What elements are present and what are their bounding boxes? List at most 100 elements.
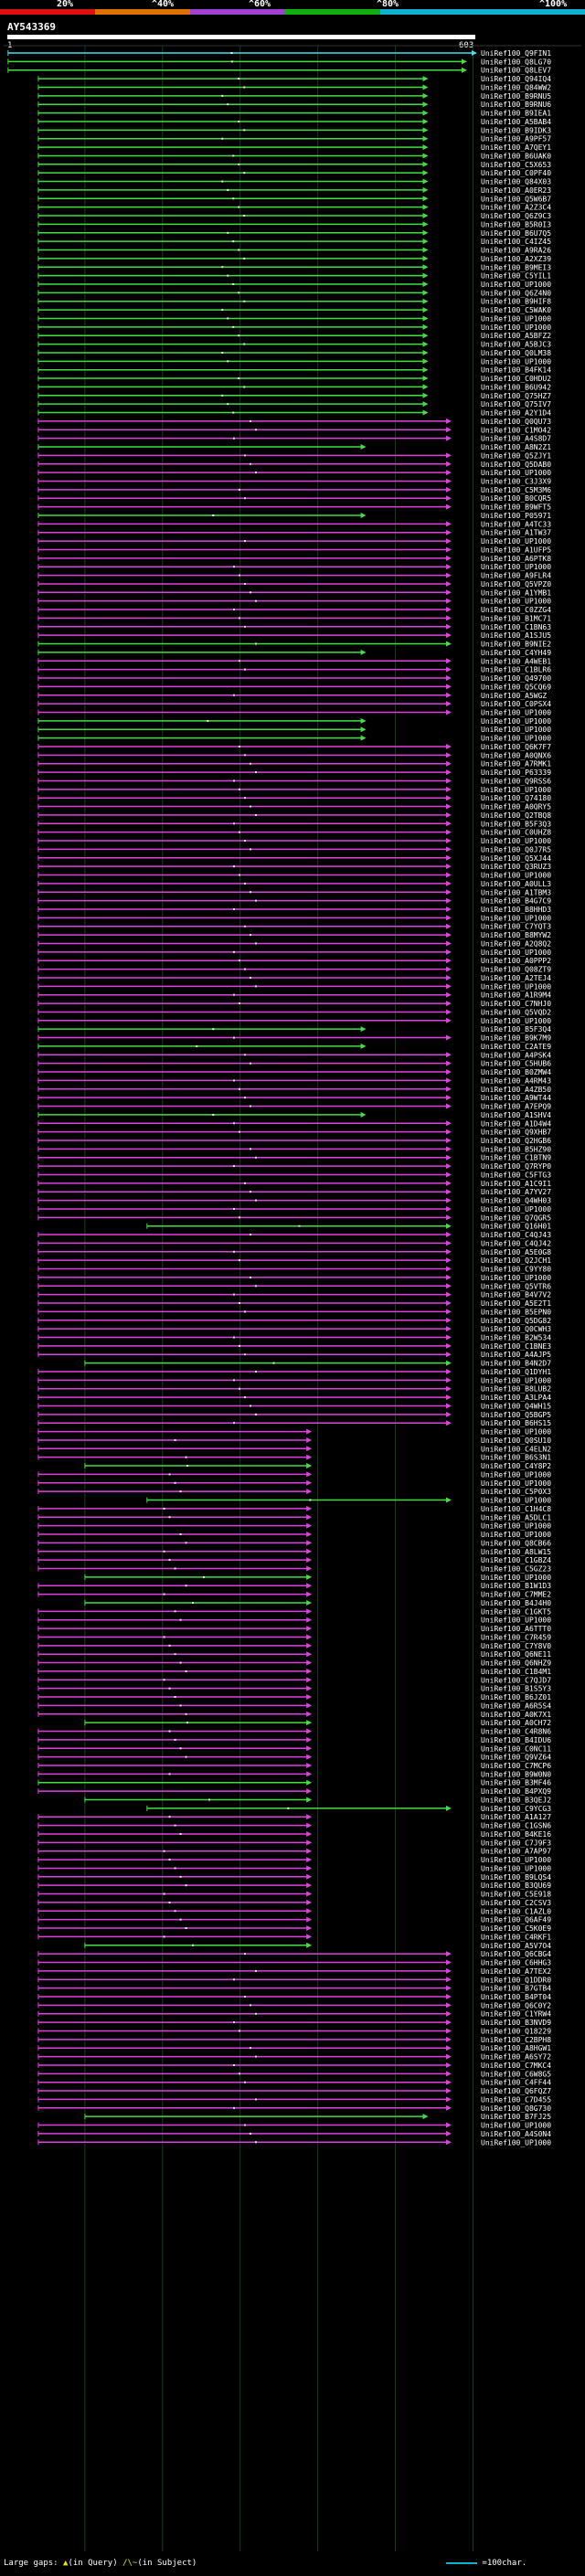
hit-arrowhead <box>445 1300 452 1307</box>
hit-label: UniRef100_B0ZMW4 <box>481 1068 551 1076</box>
hit-label: UniRef100_A8N2Z1 <box>481 443 551 451</box>
hit-arrowhead <box>472 50 477 56</box>
gap-marker <box>249 1105 251 1108</box>
hit-arrowhead <box>445 615 452 621</box>
gap-marker <box>179 1661 182 1664</box>
hit-arrowhead <box>445 2079 452 2085</box>
hit-arrowhead <box>445 701 452 707</box>
hit-arrowhead <box>445 675 452 682</box>
legend-query-gap-label: (in Query) <box>68 2559 118 2568</box>
hit-label: UniRef100_UP1000 <box>481 735 551 743</box>
hit-arrowhead <box>445 991 452 998</box>
hit-arrowhead <box>445 778 452 784</box>
hit-label: UniRef100_UP1000 <box>481 1522 551 1531</box>
hit-label: UniRef100_Q5BGP5 <box>481 1411 551 1419</box>
hit-arrowhead <box>445 854 452 861</box>
gap-marker <box>249 976 251 979</box>
hit-arrowhead <box>422 255 429 261</box>
gap-marker <box>254 599 257 602</box>
hit-arrowhead <box>445 607 452 613</box>
hit-label: UniRef100_C7J9F3 <box>481 1839 551 1847</box>
hit-label: UniRef100_B9NIE2 <box>481 641 551 649</box>
hit-label: UniRef100_Q5W6B7 <box>481 195 551 203</box>
hit-label: UniRef100_B7FJ25 <box>481 2113 551 2121</box>
gap-marker <box>254 1370 257 1373</box>
hit-label: UniRef100_UP1000 <box>481 1428 551 1436</box>
hit-label: UniRef100_Q18229 <box>481 2027 551 2035</box>
gap-marker <box>243 668 246 671</box>
hit-label: UniRef100_A4TC33 <box>481 520 551 528</box>
hit-arrowhead <box>445 889 452 896</box>
gap-marker <box>243 1310 246 1313</box>
gap-marker <box>221 351 224 354</box>
hit-label: UniRef100_B1MC71 <box>481 614 551 622</box>
hit-label: UniRef100_A1D4W4 <box>481 1119 551 1128</box>
hit-arrowhead <box>445 1342 452 1349</box>
gap-marker <box>227 103 229 106</box>
hit-label: UniRef100_A2Y1D4 <box>481 409 551 418</box>
hit-label: UniRef100_B5F3Q4 <box>481 1025 551 1034</box>
gap-marker <box>232 282 235 285</box>
gap-marker <box>232 1422 235 1425</box>
hit-label: UniRef100_C1BTN9 <box>481 1154 551 1162</box>
hit-arrowhead <box>306 1942 313 1948</box>
hit-label: UniRef100_Q1DDR0 <box>481 1976 551 1984</box>
gap-marker <box>203 1575 206 1578</box>
gap-marker <box>238 206 240 208</box>
hit-label: UniRef100_C7MCP6 <box>481 1762 551 1770</box>
gap-marker <box>238 163 240 165</box>
gap-marker <box>243 300 246 302</box>
gap-marker <box>174 1610 176 1613</box>
hit-arrowhead <box>306 1839 313 1846</box>
gap-marker <box>238 488 240 491</box>
hit-label: UniRef100_A9WT44 <box>481 1094 551 1102</box>
hit-label: UniRef100_UP1000 <box>481 1531 551 1539</box>
hit-label: UniRef100_C1AZL0 <box>481 1907 551 1915</box>
hit-arrowhead <box>422 384 429 390</box>
gap-marker <box>179 1747 182 1750</box>
hit-arrowhead <box>445 1309 452 1315</box>
gap-marker <box>249 1062 251 1065</box>
hit-arrowhead <box>422 366 429 373</box>
hit-label: UniRef100_A6TTT0 <box>481 1625 551 1633</box>
gap-marker <box>238 1344 240 1347</box>
hit-label: UniRef100_C0HDU2 <box>481 375 551 383</box>
hit-arrowhead <box>422 358 429 365</box>
hit-arrowhead <box>422 76 429 82</box>
hit-arrowhead <box>306 1891 313 1897</box>
hit-arrowhead <box>422 144 429 151</box>
gap-marker <box>221 94 224 97</box>
gap-marker <box>232 197 235 200</box>
hit-label: UniRef100_C9YCG3 <box>481 1805 551 1813</box>
hit-arrowhead <box>306 1522 313 1529</box>
gap-marker <box>254 1285 257 1288</box>
hit-arrowhead <box>445 1069 452 1076</box>
hit-label: UniRef100_Q8LG70 <box>481 58 551 66</box>
hit-label: UniRef100_C4QJ43 <box>481 1231 551 1239</box>
gap-marker <box>232 1165 235 1168</box>
hit-arrowhead <box>445 555 452 561</box>
hit-arrowhead <box>445 743 452 749</box>
scale-segment-100 <box>380 9 585 15</box>
gap-marker <box>227 403 229 406</box>
gap-marker <box>238 788 240 790</box>
gap-marker <box>174 1438 176 1441</box>
hit-arrowhead <box>306 1788 313 1795</box>
gap-marker <box>243 2124 246 2126</box>
gap-marker <box>163 1679 165 1681</box>
hit-label: UniRef100_A9FLR4 <box>481 572 551 580</box>
gap-marker <box>179 1490 182 1493</box>
hit-arrowhead <box>445 1052 452 1058</box>
hit-label: UniRef100_A1C9I1 <box>481 1180 551 1188</box>
legend-subject-gap-icon: /\~ <box>122 2559 138 2568</box>
hit-label: UniRef100_Q0J7R5 <box>481 845 551 853</box>
gap-marker <box>232 411 235 414</box>
gap-marker <box>186 1465 189 1468</box>
gap-marker <box>232 950 235 953</box>
hit-arrowhead <box>306 1446 313 1452</box>
hit-arrowhead <box>422 409 429 416</box>
hit-arrowhead <box>445 2036 452 2042</box>
hit-label: UniRef100_Q6Z4N0 <box>481 289 551 297</box>
hit-arrowhead <box>306 1916 313 1923</box>
